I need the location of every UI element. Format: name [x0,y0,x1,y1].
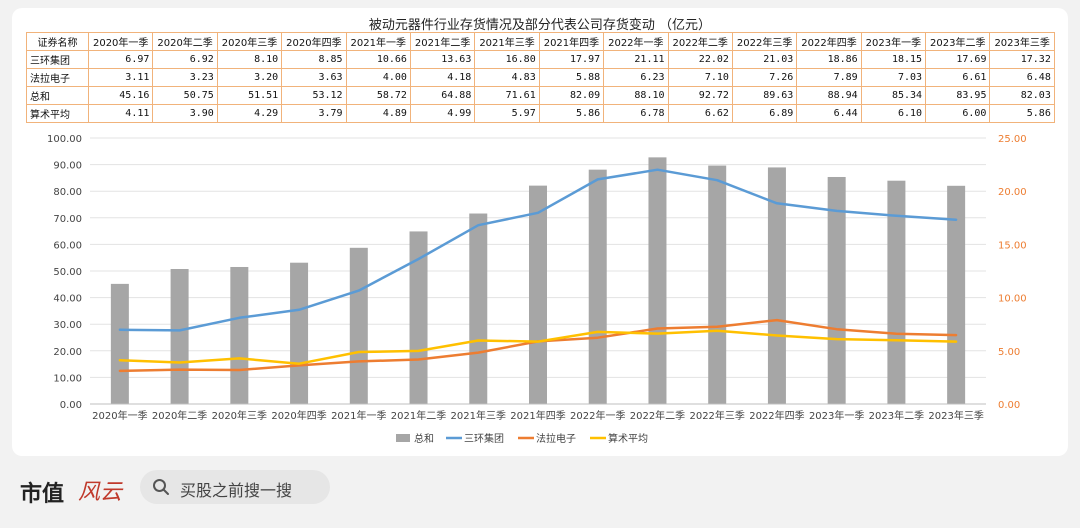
right-axis-tick-label: 20.00 [998,187,1027,198]
left-axis-tick-label: 100.00 [47,134,82,145]
bar-12 [827,176,846,404]
x-axis-tick-label: 2023年三季 [928,409,983,422]
bar-14 [947,185,966,404]
brand-logo: 市值 [20,481,65,507]
left-axis-tick-label: 90.00 [53,161,82,172]
right-axis-tick-label: 0.00 [998,400,1020,411]
table-cell: 6.44 [796,104,862,123]
right-axis-tick-label: 25.00 [998,134,1027,145]
table-cell: 6.10 [860,104,927,123]
series-line-算术平均 [118,329,958,365]
table-cell: 4.89 [345,104,411,123]
bar-0 [110,283,129,404]
bar-8 [588,169,607,404]
left-axis-tick-label: 60.00 [53,240,82,251]
combo-chart: 0.00 10.00 20.00 30.00 40.00 50.00 60.00 70.00 8… [47,134,1027,445]
left-axis-tick-label: 20.00 [53,347,82,358]
left-axis-tick-label: 0.00 [60,400,82,411]
x-axis-tick-label: 2020年二季 [152,409,207,422]
x-axis-tick-label: 2021年四季 [510,409,565,422]
x-axis-tick-label: 2021年一季 [331,409,386,422]
right-axis-tick-label: 5.00 [998,347,1020,358]
table-cell: 5.86 [989,104,1055,123]
bar-6 [469,213,488,404]
x-axis-tick-label: 2023年二季 [869,409,924,422]
footer-bar: 市值 风云 买股之前搜一搜 [0,458,1080,528]
table-row: 算术平均 4.11 3.90 4.29 3.79 4.89 4.99 5.97 5.86 6.78… [26,104,1055,123]
x-axis-tick-label: 2022年二季 [630,409,685,422]
bar-4 [349,247,368,404]
bar-13 [887,180,906,404]
table-row: 总和 45.16 50.75 51.51 53.12 58.72 64.88 71.61 82.… [26,86,1055,105]
bar-7 [529,185,547,404]
x-axis-tick-label: 2020年一季 [92,409,147,422]
left-axis-tick-label: 50.00 [53,267,82,278]
left-axis-tick-label: 10.00 [53,373,82,384]
legend-swatch-总和 [396,434,410,442]
x-axis-tick-label: 2022年四季 [749,409,804,422]
legend-label-法拉电子: 法拉电子 [536,432,576,445]
search-text: 买股之前搜一搜 [180,481,293,500]
search-button[interactable]: 买股之前搜一搜 [140,470,330,504]
x-axis-tick-label: 2020年三季 [212,409,267,422]
table-cell: 4.29 [216,104,283,123]
series-line-三环集团 [118,168,958,332]
legend-label-三环集团: 三环集团 [464,432,504,445]
bar-5 [409,231,428,404]
bar-3 [290,262,309,404]
bar-1 [170,269,189,404]
legend-label-总和: 总和 [414,432,434,445]
legend-label-算术平均: 算术平均 [608,432,648,445]
table-title: 被动元器件行业存货情况及部分代表公司存货变动 （亿元） [368,18,712,33]
brand-script-logo: 风云 [78,480,123,505]
x-axis-tick-label: 2022年三季 [689,409,744,422]
x-axis-tick-label: 2022年一季 [570,409,625,422]
bar-11 [767,167,786,404]
data-table: 证券名称 2020年一季 2020年二季 2020年三季 2020年四季 2021年一季 2… [26,32,1055,123]
bar-2 [230,266,249,404]
table-cell: 5.97 [474,104,540,123]
left-axis-tick-label: 80.00 [53,187,82,198]
table-row: 三环集团 6.97 6.92 8.10 8.85 10.66 13.63 16.80 17.97… [26,50,1055,69]
right-axis-tick-label: 15.00 [998,240,1027,251]
x-axis-tick-label: 2021年三季 [451,409,506,422]
x-axis-tick-label: 2021年二季 [391,409,446,422]
left-axis-tick-label: 70.00 [53,214,82,225]
x-axis-tick-label: 2023年一季 [809,409,864,422]
bar-10 [708,165,727,404]
x-axis-tick-label: 2020年四季 [271,409,326,422]
search-icon [153,479,169,495]
bar-9 [648,157,667,404]
table-cell: 6.78 [603,104,669,123]
left-axis-tick-label: 40.00 [53,294,82,305]
left-axis-tick-label: 30.00 [53,320,82,331]
chart-card: 被动元器件行业存货情况及部分代表公司存货变动 （亿元） 证券名称 2020年一季 2… [12,8,1068,456]
right-axis-tick-label: 10.00 [998,294,1027,305]
